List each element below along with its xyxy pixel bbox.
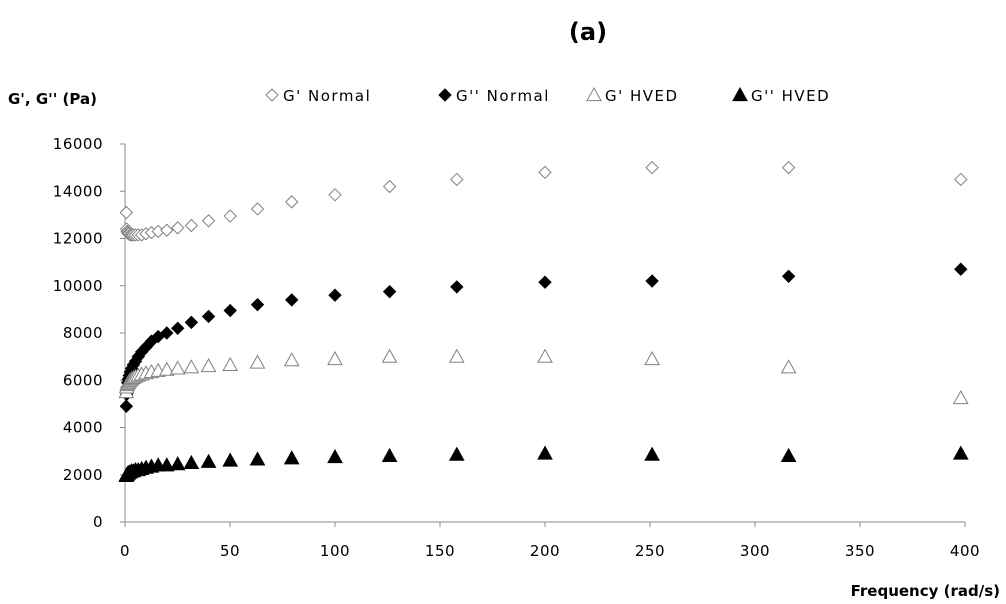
data-point — [223, 303, 237, 318]
data-point — [538, 165, 552, 180]
legend-item: G'' Normal — [438, 87, 550, 105]
data-point — [952, 389, 969, 405]
legend-marker — [732, 86, 748, 102]
data-point — [201, 309, 216, 324]
data-point — [644, 350, 660, 366]
x-tick-label: 400 — [950, 542, 980, 560]
data-point — [450, 172, 464, 187]
data-point — [448, 348, 465, 363]
data-point — [201, 214, 216, 228]
legend-item: G'' HVED — [732, 86, 830, 105]
data-point — [644, 446, 660, 461]
data-point — [200, 453, 217, 468]
series-3 — [118, 445, 969, 483]
y-tick-label: 0 — [93, 513, 103, 531]
data-point — [645, 160, 659, 175]
data-point — [160, 223, 174, 237]
y-axis-title: G', G'' (Pa) — [8, 90, 97, 108]
data-point — [328, 288, 342, 302]
data-point — [450, 280, 464, 294]
data-point — [954, 172, 968, 187]
data-point — [249, 354, 266, 369]
data-point — [184, 315, 199, 330]
data-point — [283, 450, 300, 465]
data-point — [200, 358, 217, 373]
data-point — [382, 179, 397, 194]
data-point — [169, 360, 186, 375]
data-point — [158, 361, 175, 376]
data-point — [171, 321, 185, 335]
x-tick-label: 0 — [120, 542, 130, 560]
data-point — [538, 275, 552, 289]
data-point — [537, 445, 553, 460]
y-tick-label: 2000 — [63, 466, 103, 484]
legend: G' Normal G'' Normal G' HVED G'' HVED — [265, 86, 830, 105]
data-point — [119, 399, 134, 413]
x-tick-label: 250 — [635, 542, 665, 560]
data-point — [537, 348, 553, 363]
data-point — [954, 262, 968, 276]
data-point — [158, 457, 175, 472]
legend-label: G'' Normal — [456, 87, 550, 105]
series-0 — [119, 160, 968, 242]
data-point — [222, 452, 239, 467]
x-tick-label: 200 — [530, 542, 560, 560]
data-point — [222, 356, 239, 371]
data-point — [250, 297, 265, 312]
data-point — [283, 352, 300, 367]
data-point — [184, 218, 199, 233]
y-tick-label: 12000 — [53, 230, 103, 248]
data-point — [119, 205, 134, 220]
data-point — [250, 202, 265, 216]
data-point — [223, 209, 237, 223]
data-point — [327, 449, 343, 464]
data-point — [448, 446, 465, 461]
data-point — [780, 447, 797, 462]
data-point — [781, 269, 796, 284]
legend-label: G' HVED — [605, 87, 679, 105]
series-2 — [118, 348, 969, 405]
data-point — [645, 274, 659, 288]
tick-group: 0 2000 4000 6000 8000 10000 12000 14000 16000 0 50… — [53, 135, 980, 560]
data-point — [285, 293, 299, 307]
series-1 — [119, 262, 968, 413]
data-point — [249, 451, 266, 466]
data-point — [285, 195, 299, 209]
y-tick-label: 10000 — [53, 277, 103, 295]
data-point — [381, 348, 398, 363]
y-tick-label: 8000 — [63, 324, 103, 342]
data-point — [169, 456, 186, 471]
data-points — [118, 160, 969, 483]
legend-label: G'' HVED — [751, 87, 830, 105]
data-point — [160, 326, 174, 340]
data-point — [381, 447, 398, 462]
y-tick-label: 16000 — [53, 135, 103, 153]
data-point — [382, 284, 397, 299]
data-point — [171, 221, 185, 235]
legend-marker — [438, 88, 452, 102]
x-axis-title: Frequency (rad/s) — [851, 582, 1000, 600]
x-tick-label: 150 — [425, 542, 455, 560]
legend-item: G' Normal — [265, 87, 371, 105]
legend-marker — [586, 86, 602, 102]
x-tick-label: 300 — [740, 542, 770, 560]
legend-label: G' Normal — [283, 87, 371, 105]
data-point — [183, 454, 200, 470]
data-point — [327, 350, 343, 366]
data-point — [183, 359, 200, 374]
legend-marker — [265, 88, 279, 102]
data-point — [952, 445, 969, 460]
data-point — [328, 188, 342, 202]
chart-title: (a) — [569, 18, 607, 46]
data-point — [781, 160, 796, 175]
x-tick-label: 100 — [320, 542, 350, 560]
y-tick-label: 14000 — [53, 182, 103, 200]
x-tick-label: 350 — [845, 542, 875, 560]
legend-item: G' HVED — [586, 86, 679, 105]
data-point — [780, 359, 797, 374]
x-tick-label: 50 — [220, 542, 240, 560]
y-tick-label: 4000 — [63, 419, 103, 437]
y-tick-label: 6000 — [63, 371, 103, 389]
